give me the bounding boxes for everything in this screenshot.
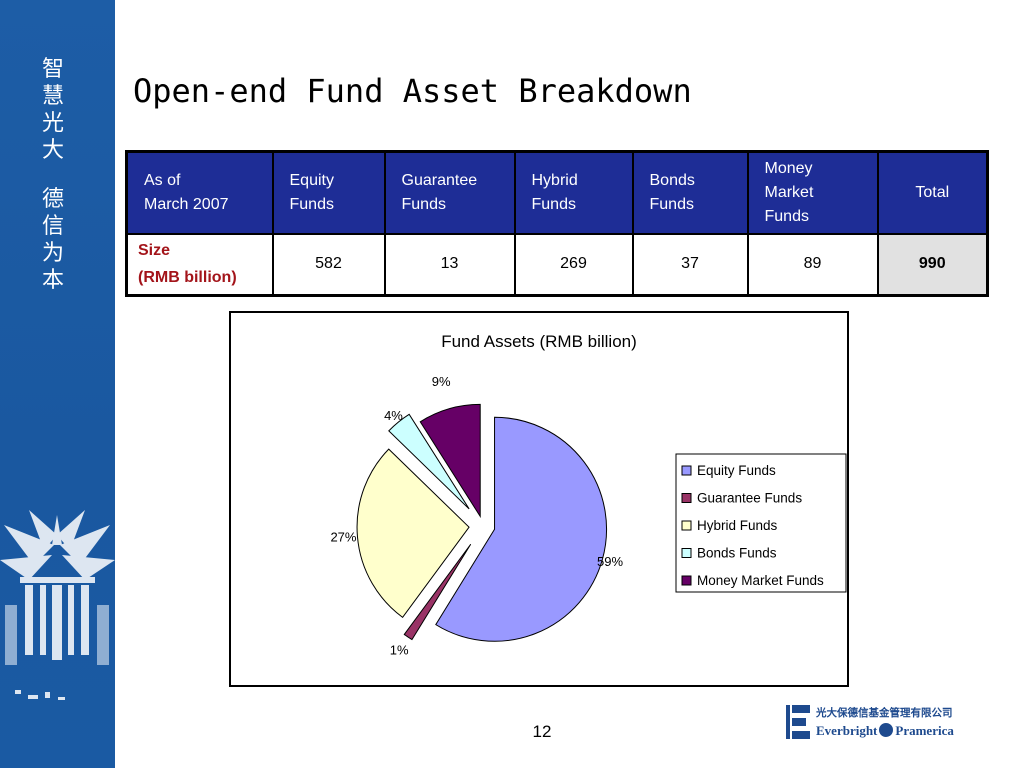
table-row: Size (RMB billion) 582 13 269 37 89 990	[125, 232, 989, 297]
slogan: 智 慧 光 大 德 信 为 本	[38, 56, 68, 294]
pie-percent-label: 1%	[390, 642, 409, 657]
table-cell-total: 990	[876, 232, 989, 297]
table-cell: 13	[383, 232, 516, 297]
legend-swatch	[681, 493, 692, 503]
slogan-char: 本	[41, 268, 64, 293]
page-number: 12	[532, 722, 552, 741]
legend-entry: Hybrid Funds	[697, 518, 778, 533]
pie-chart-svg: Fund Assets (RMB billion) 59% 1% 27% 4% 9% E…	[330, 332, 847, 657]
logo-en-right: Pramerica	[895, 723, 954, 738]
logo-en-left: Everbright	[816, 723, 878, 738]
slogan-char: 大	[41, 138, 64, 163]
table-corner-header: As of March 2007	[125, 150, 274, 235]
table-header-money-market: Money Market Funds	[746, 150, 879, 235]
table-cell: 269	[513, 232, 634, 297]
legend-entry: Equity Funds	[697, 463, 776, 478]
legend-entry: Guarantee Funds	[697, 491, 802, 506]
fund-table: As of March 2007 Equity Funds Guarantee Fu…	[125, 150, 989, 297]
pie-slice	[388, 413, 470, 510]
slogan-char: 信	[41, 214, 64, 239]
pie-percent-label: 9%	[432, 374, 451, 389]
table-cell: 89	[746, 232, 879, 297]
sidebar: 智 慧 光 大 德 信 为 本	[0, 0, 115, 768]
pie-percent-label: 27%	[330, 530, 356, 545]
table-row-label: Size (RMB billion)	[125, 232, 274, 297]
building-emblem-icon	[0, 510, 115, 700]
legend-entry: Money Market Funds	[697, 573, 824, 588]
pie-slice	[356, 448, 470, 619]
legend-entry: Bonds Funds	[697, 546, 777, 561]
table-cell: 582	[271, 232, 386, 297]
slogan-char: 德	[41, 187, 64, 212]
logo-en-text: Everbright Pramerica	[816, 723, 954, 739]
chart-title: Fund Assets (RMB billion)	[441, 332, 637, 351]
page-title: Open-end Fund Asset Breakdown	[133, 72, 692, 110]
chart-legend	[675, 453, 847, 593]
slogan-char: 慧	[41, 84, 64, 109]
pie-slice	[435, 416, 608, 642]
pie-chart: Fund Assets (RMB billion) 59% 1% 27% 4% 9% E…	[229, 311, 849, 687]
table-cell: 37	[631, 232, 749, 297]
pie-slice	[403, 543, 472, 641]
globe-icon	[879, 723, 894, 737]
table-header-guarantee: Guarantee Funds	[383, 150, 516, 235]
pie-percent-label: 59%	[597, 554, 623, 569]
table-header-bonds: Bonds Funds	[631, 150, 749, 235]
legend-swatch	[681, 465, 692, 476]
table-header-row: As of March 2007 Equity Funds Guarantee Fu…	[125, 150, 989, 235]
legend-swatch	[681, 548, 692, 558]
table-header-total: Total	[876, 150, 989, 235]
legend-swatch	[681, 575, 692, 586]
slogan-char: 为	[41, 241, 64, 266]
table-header-equity: Equity Funds	[271, 150, 386, 235]
legend-swatch	[681, 520, 692, 531]
pie-percent-label: 4%	[384, 408, 403, 423]
slogan-char: 光	[41, 111, 64, 136]
pie-slice	[419, 403, 481, 519]
table-header-hybrid: Hybrid Funds	[513, 150, 634, 235]
slogan-char: 智	[41, 57, 64, 82]
company-logo-icon	[786, 705, 810, 739]
logo-cn-text: 光大保德信基金管理有限公司	[816, 707, 953, 719]
